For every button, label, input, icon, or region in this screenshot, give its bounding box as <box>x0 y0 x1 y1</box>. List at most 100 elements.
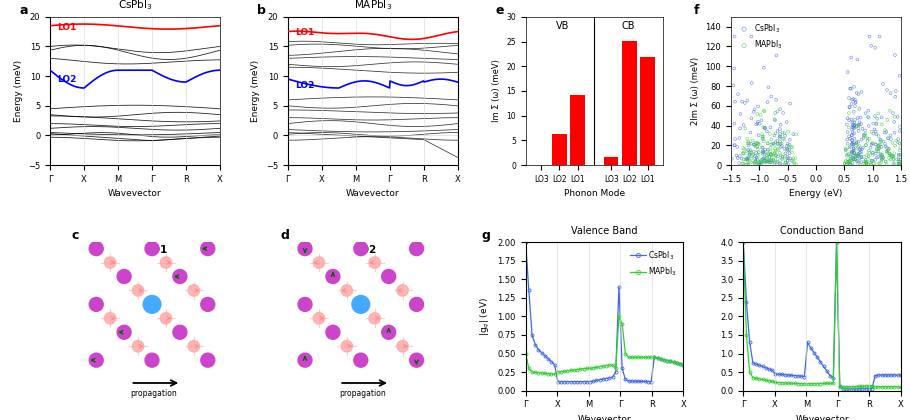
CsPbI$_3$ <box>768 117 783 123</box>
MAPbI$_3$ <box>788 155 803 162</box>
CsPbI$_3$ <box>844 132 859 139</box>
MAPbI$_3$ <box>562 368 573 373</box>
Circle shape <box>173 326 187 339</box>
MAPbI$_3$ <box>881 145 895 152</box>
CsPbI$_3$ <box>617 366 628 371</box>
CsPbI$_3$ <box>623 378 634 383</box>
CsPbI$_3$ <box>757 151 772 158</box>
CsPbI$_3$ <box>870 154 885 161</box>
CsPbI$_3$ <box>852 121 866 128</box>
CsPbI$_3$ <box>840 140 854 147</box>
CsPbI$_3$ <box>854 146 869 152</box>
MAPbI$_3$ <box>850 145 864 152</box>
MAPbI$_3$ <box>767 151 782 158</box>
CsPbI$_3$ <box>875 154 889 160</box>
Circle shape <box>298 353 312 367</box>
MAPbI$_3$ <box>768 146 783 152</box>
CsPbI$_3$ <box>862 123 876 129</box>
MAPbI$_3$ <box>571 367 582 372</box>
Circle shape <box>117 326 131 339</box>
CsPbI$_3$ <box>881 147 895 154</box>
MAPbI$_3$ <box>890 139 905 146</box>
MAPbI$_3$ <box>764 152 779 159</box>
MAPbI$_3$ <box>785 144 800 151</box>
CsPbI$_3$ <box>750 144 764 150</box>
MAPbI$_3$ <box>890 156 905 163</box>
Circle shape <box>326 270 339 284</box>
Circle shape <box>381 326 396 339</box>
MAPbI$_3$ <box>743 148 757 155</box>
CsPbI$_3$ <box>767 132 782 139</box>
CsPbI$_3$ <box>844 85 858 92</box>
MAPbI$_3$ <box>847 155 862 161</box>
CsPbI$_3$ <box>533 347 544 352</box>
CsPbI$_3$ <box>869 121 884 127</box>
CsPbI$_3$ <box>750 120 764 127</box>
MAPbI$_3$ <box>523 366 534 371</box>
CsPbI$_3$ <box>844 116 859 123</box>
CsPbI$_3$ <box>672 360 682 365</box>
MAPbI$_3$ <box>739 148 753 155</box>
CsPbI$_3$ <box>846 96 861 102</box>
CsPbI$_3$ <box>747 106 762 113</box>
MAPbI$_3$ <box>865 140 880 147</box>
CsPbI$_3$ <box>761 146 775 153</box>
CsPbI$_3$ <box>870 116 885 122</box>
MAPbI$_3$ <box>607 362 618 367</box>
MAPbI$_3$ <box>774 152 788 159</box>
MAPbI$_3$ <box>846 152 861 159</box>
CsPbI$_3$ <box>884 132 898 139</box>
CsPbI$_3$ <box>874 137 888 144</box>
CsPbI$_3$ <box>740 155 754 162</box>
CsPbI$_3$ <box>746 152 761 158</box>
MAPbI$_3$ <box>751 151 765 158</box>
CsPbI$_3$ <box>849 158 864 164</box>
CsPbI$_3$ <box>733 125 747 132</box>
CsPbI$_3$ <box>851 144 865 150</box>
Bar <box>604 157 619 165</box>
CsPbI$_3$ <box>781 161 795 168</box>
CsPbI$_3$ <box>846 142 861 148</box>
Circle shape <box>89 297 103 311</box>
MAPbI$_3$ <box>843 158 857 165</box>
CsPbI$_3$ <box>857 158 872 165</box>
CsPbI$_3$ <box>742 142 756 149</box>
MAPbI$_3$ <box>875 155 889 162</box>
CsPbI$_3$ <box>758 159 773 166</box>
CsPbI$_3$ <box>851 150 865 157</box>
CsPbI$_3$ <box>770 137 784 144</box>
CsPbI$_3$ <box>844 141 859 147</box>
CsPbI$_3$ <box>849 123 864 129</box>
Circle shape <box>160 257 172 268</box>
CsPbI$_3$ <box>575 379 586 384</box>
Circle shape <box>381 270 396 284</box>
MAPbI$_3$ <box>578 366 589 371</box>
CsPbI$_3$ <box>749 159 763 165</box>
CsPbI$_3$ <box>776 110 791 116</box>
CsPbI$_3$ <box>762 157 776 164</box>
MAPbI$_3$ <box>639 355 650 360</box>
MAPbI$_3$ <box>860 152 875 159</box>
CsPbI$_3$ <box>840 129 854 136</box>
MAPbI$_3$ <box>879 148 894 155</box>
CsPbI$_3$ <box>868 128 883 135</box>
MAPbI$_3$ <box>837 161 852 168</box>
CsPbI$_3$ <box>847 135 862 142</box>
MAPbI$_3$ <box>751 140 765 147</box>
CsPbI$_3$ <box>649 355 660 360</box>
CsPbI$_3$ <box>846 84 861 90</box>
CsPbI$_3$ <box>546 359 557 364</box>
CsPbI$_3$ <box>873 136 887 143</box>
Circle shape <box>313 312 325 324</box>
MAPbI$_3$ <box>872 146 886 152</box>
Circle shape <box>201 241 215 256</box>
CsPbI$_3$ <box>848 100 863 106</box>
CsPbI$_3$ <box>879 129 894 135</box>
MAPbI$_3$ <box>851 161 865 168</box>
CsPbI$_3$ <box>875 114 889 121</box>
CsPbI$_3$ <box>847 150 862 157</box>
CsPbI$_3$ <box>571 379 582 384</box>
Circle shape <box>410 297 423 311</box>
MAPbI$_3$ <box>887 113 902 120</box>
CsPbI$_3$ <box>591 378 602 383</box>
